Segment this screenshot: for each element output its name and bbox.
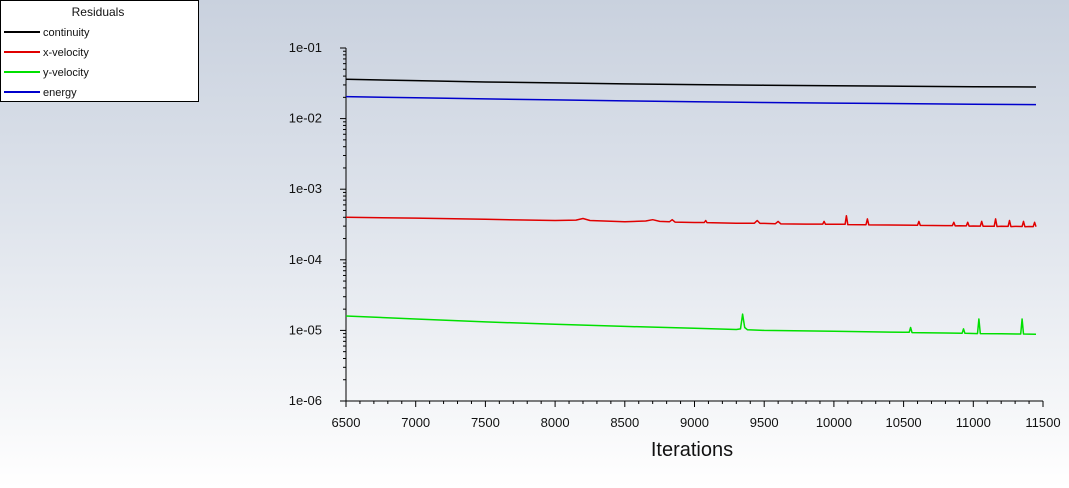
- series-line-energy: [345, 95, 1037, 106]
- x-tick-label: 9500: [750, 415, 779, 430]
- x-tick-label: 6500: [332, 415, 361, 430]
- x-tick-label: 11000: [956, 415, 991, 430]
- legend-title: Residuals: [72, 5, 125, 19]
- x-tick-label: 9000: [680, 415, 709, 430]
- y-ticks: 1e-01 1e-02 1e-03 1e-04 1e-05 1e-06: [289, 40, 346, 408]
- x-ticks: 6500 7000 7500 8000 8500 9000 9500 10000 10500 11…: [332, 401, 1061, 430]
- y-tick-label: 1e-03: [289, 181, 322, 196]
- legend-label-x-velocity: x-velocity: [43, 47, 89, 59]
- legend-label-continuity: continuity: [43, 27, 90, 39]
- axes: 1e-01 1e-02 1e-03 1e-04 1e-05 1e-06 6500 7000 7…: [289, 40, 1061, 430]
- x-tick-label: 10000: [816, 415, 852, 430]
- x-axis-title: Iterations: [651, 439, 733, 461]
- legend-label-energy: energy: [43, 87, 77, 99]
- x-tick-label: 7500: [471, 415, 500, 430]
- y-tick-label: 1e-01: [289, 40, 322, 55]
- legend: Residuals continuity x-velocity y-velocity…: [0, 0, 199, 102]
- y-tick-label: 1e-02: [289, 111, 322, 126]
- x-tick-label: 10500: [886, 415, 922, 430]
- x-tick-label: 8500: [610, 415, 639, 430]
- series-line-continuity: [345, 78, 1037, 88]
- legend-label-y-velocity: y-velocity: [43, 67, 89, 79]
- x-tick-label: 11500: [1025, 415, 1060, 430]
- series-line-x-velocity: [345, 215, 1037, 228]
- y-tick-label: 1e-05: [289, 322, 322, 337]
- y-tick-label: 1e-06: [289, 393, 322, 408]
- series-lines: [345, 78, 1037, 336]
- x-tick-label: 7000: [401, 415, 430, 430]
- legend-entries: continuity x-velocity y-velocity energy: [4, 27, 90, 99]
- y-tick-label: 1e-04: [289, 252, 322, 267]
- x-tick-label: 8000: [541, 415, 570, 430]
- series-line-y-velocity: [345, 313, 1037, 336]
